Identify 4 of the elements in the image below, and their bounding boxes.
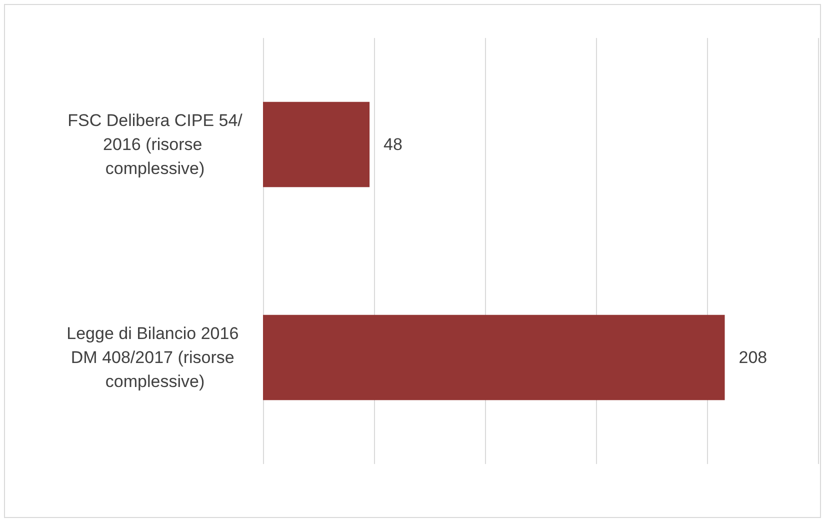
data-label: 208: [738, 348, 768, 367]
y-tick-label: FSC Delibera CIPE 54/2016 (risorse complessive): [68, 111, 243, 178]
data-label: 48: [384, 135, 402, 154]
y-tick-label: Legge di Bilancio 2016 DM 408/2017 (risorse complessive): [66, 324, 244, 391]
